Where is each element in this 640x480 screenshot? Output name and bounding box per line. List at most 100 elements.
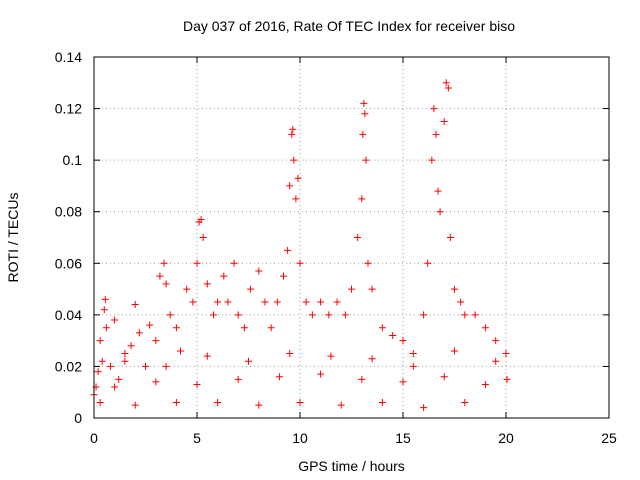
x-tick-label: 20 [498,430,514,446]
data-point [337,401,345,409]
y-tick-label: 0.02 [55,358,82,374]
data-point [146,321,154,329]
data-point [317,370,325,378]
data-point [220,272,228,280]
data-point [317,298,325,306]
data-point [503,375,511,383]
data-points [90,79,511,412]
data-point [378,399,386,407]
data-point [203,352,211,360]
x-tick-label: 0 [90,430,98,446]
data-point [461,311,469,319]
chart-title: Day 037 of 2016, Rate Of TEC Index for r… [183,18,515,34]
data-point [368,285,376,293]
data-point [354,234,362,241]
x-axis-ticks: 0 5 10 15 20 25 [90,57,617,446]
data-point [289,125,297,133]
data-point [424,259,432,267]
data-point [121,350,129,358]
x-tick-label: 25 [601,430,617,446]
data-point [111,383,119,391]
y-tick-label: 0.14 [55,49,82,65]
data-point [434,187,442,195]
data-point [96,399,104,407]
y-axis-ticks: 0 0.02 0.04 0.06 0.08 0.1 0.12 0.14 [55,49,609,426]
data-point [457,298,465,306]
data-point [333,298,341,306]
data-point [166,311,174,319]
data-point [267,324,275,332]
data-point [327,352,335,360]
data-point [273,298,281,306]
data-point [389,331,397,339]
x-axis-label: GPS time / hours [298,458,405,474]
data-point [255,267,263,275]
gridlines [93,56,610,419]
data-point [156,272,164,280]
data-point [358,195,366,203]
data-point [399,337,407,345]
data-point [209,311,217,319]
data-point [399,378,407,386]
data-point [348,285,355,293]
data-point [286,350,294,358]
data-point [199,234,207,241]
data-point [436,208,444,216]
data-point [152,337,160,345]
data-point [502,350,510,358]
data-point [183,285,191,293]
data-point [492,337,500,345]
data-point [142,362,149,370]
y-tick-label: 0.06 [55,255,82,271]
data-point [197,215,205,223]
data-point [302,298,310,306]
data-point [101,295,109,303]
data-point [288,130,296,138]
data-point [440,373,448,381]
x-tick-label: 5 [193,430,201,446]
data-point [127,342,135,350]
data-point [446,234,454,241]
data-point [368,355,376,363]
data-point [177,347,185,355]
data-point [280,272,288,280]
plot-frame [93,56,610,419]
data-point [361,110,369,118]
data-point [294,174,302,182]
data-point [214,298,222,306]
data-point [296,259,304,267]
data-point [481,324,489,332]
data-point [444,84,452,92]
data-point [247,285,255,293]
data-point [420,404,428,412]
data-point [420,311,428,319]
data-point [100,306,108,314]
data-point [224,298,232,306]
data-point [292,195,300,203]
data-point [121,357,129,365]
data-point [214,399,222,407]
data-point [240,324,248,332]
data-point [451,285,458,293]
data-point [172,324,180,332]
data-point [461,399,469,407]
data-point [193,380,201,388]
data-point [131,401,139,409]
data-point [230,259,238,267]
data-point [152,378,160,386]
data-point [440,117,448,125]
data-point [135,329,143,337]
data-point [362,156,370,164]
data-point [481,380,489,388]
data-point [359,130,367,138]
data-point [296,399,304,407]
data-point [234,375,242,383]
data-point [102,324,110,332]
data-point [286,182,294,190]
data-point [131,301,139,309]
data-point [451,347,458,355]
y-axis-label: ROTI / TECUs [5,193,21,283]
data-point [430,105,438,113]
data-point [290,156,298,164]
data-point [442,79,450,87]
